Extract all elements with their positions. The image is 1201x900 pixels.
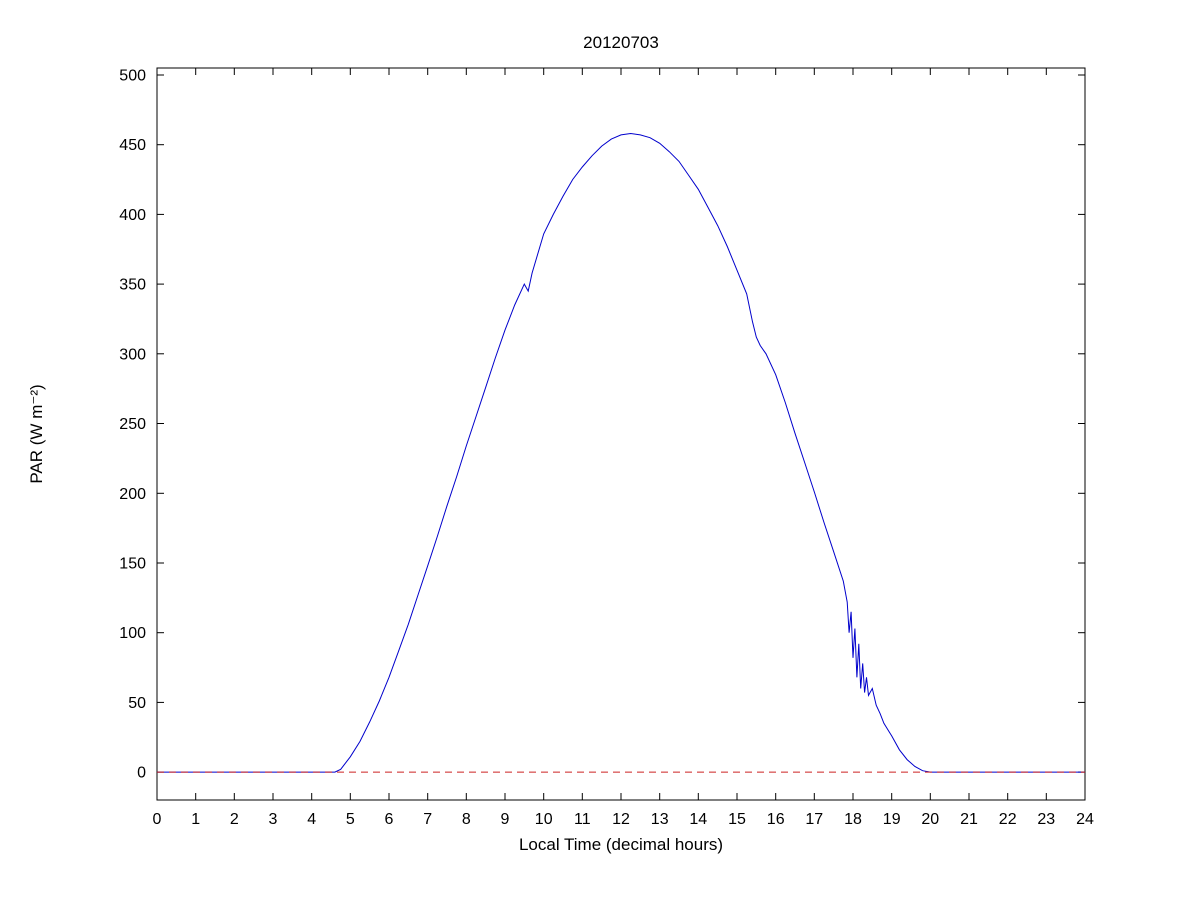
y-tick-label: 150: [119, 556, 146, 573]
y-tick-label: 250: [119, 416, 146, 433]
x-tick-label: 12: [612, 811, 630, 828]
y-tick-label: 500: [119, 68, 146, 85]
x-tick-label: 23: [1037, 811, 1055, 828]
x-tick-label: 5: [346, 811, 355, 828]
x-tick-label: 3: [269, 811, 278, 828]
y-axis-label: PAR (W m⁻²): [27, 384, 46, 484]
x-tick-label: 10: [535, 811, 553, 828]
y-tick-label: 450: [119, 137, 146, 154]
x-tick-label: 13: [651, 811, 669, 828]
x-tick-label: 21: [960, 811, 978, 828]
y-tick-label: 100: [119, 625, 146, 642]
series-par: [157, 132, 1085, 773]
x-tick-label: 1: [191, 811, 200, 828]
axes-box: [156, 67, 1086, 801]
x-tick-label: 8: [462, 811, 471, 828]
y-tick-label: 300: [119, 346, 146, 363]
x-tick-label: 4: [307, 811, 316, 828]
x-tick-label: 18: [844, 811, 862, 828]
x-tick-label: 0: [153, 811, 162, 828]
x-tick-label: 19: [883, 811, 901, 828]
chart-title: 20120703: [583, 33, 659, 52]
x-tick-label: 22: [999, 811, 1017, 828]
y-tick-label: 200: [119, 486, 146, 503]
y-tick-label: 400: [119, 207, 146, 224]
x-tick-label: 7: [423, 811, 432, 828]
x-tick-label: 16: [767, 811, 785, 828]
x-tick-label: 11: [574, 811, 591, 828]
y-tick-label: 0: [137, 765, 146, 782]
x-tick-label: 17: [805, 811, 823, 828]
x-tick-label: 15: [728, 811, 746, 828]
x-axis-label: Local Time (decimal hours): [518, 835, 724, 854]
y-tick-label: 350: [119, 277, 146, 294]
x-tick-label: 20: [921, 811, 939, 828]
x-tick-label: 24: [1076, 811, 1094, 828]
x-tick-label: 6: [385, 811, 394, 828]
x-tick-label: 9: [501, 811, 510, 828]
x-tick-label: 14: [689, 811, 707, 828]
x-tick-label: 2: [230, 811, 239, 828]
y-tick-label: 50: [128, 695, 146, 712]
